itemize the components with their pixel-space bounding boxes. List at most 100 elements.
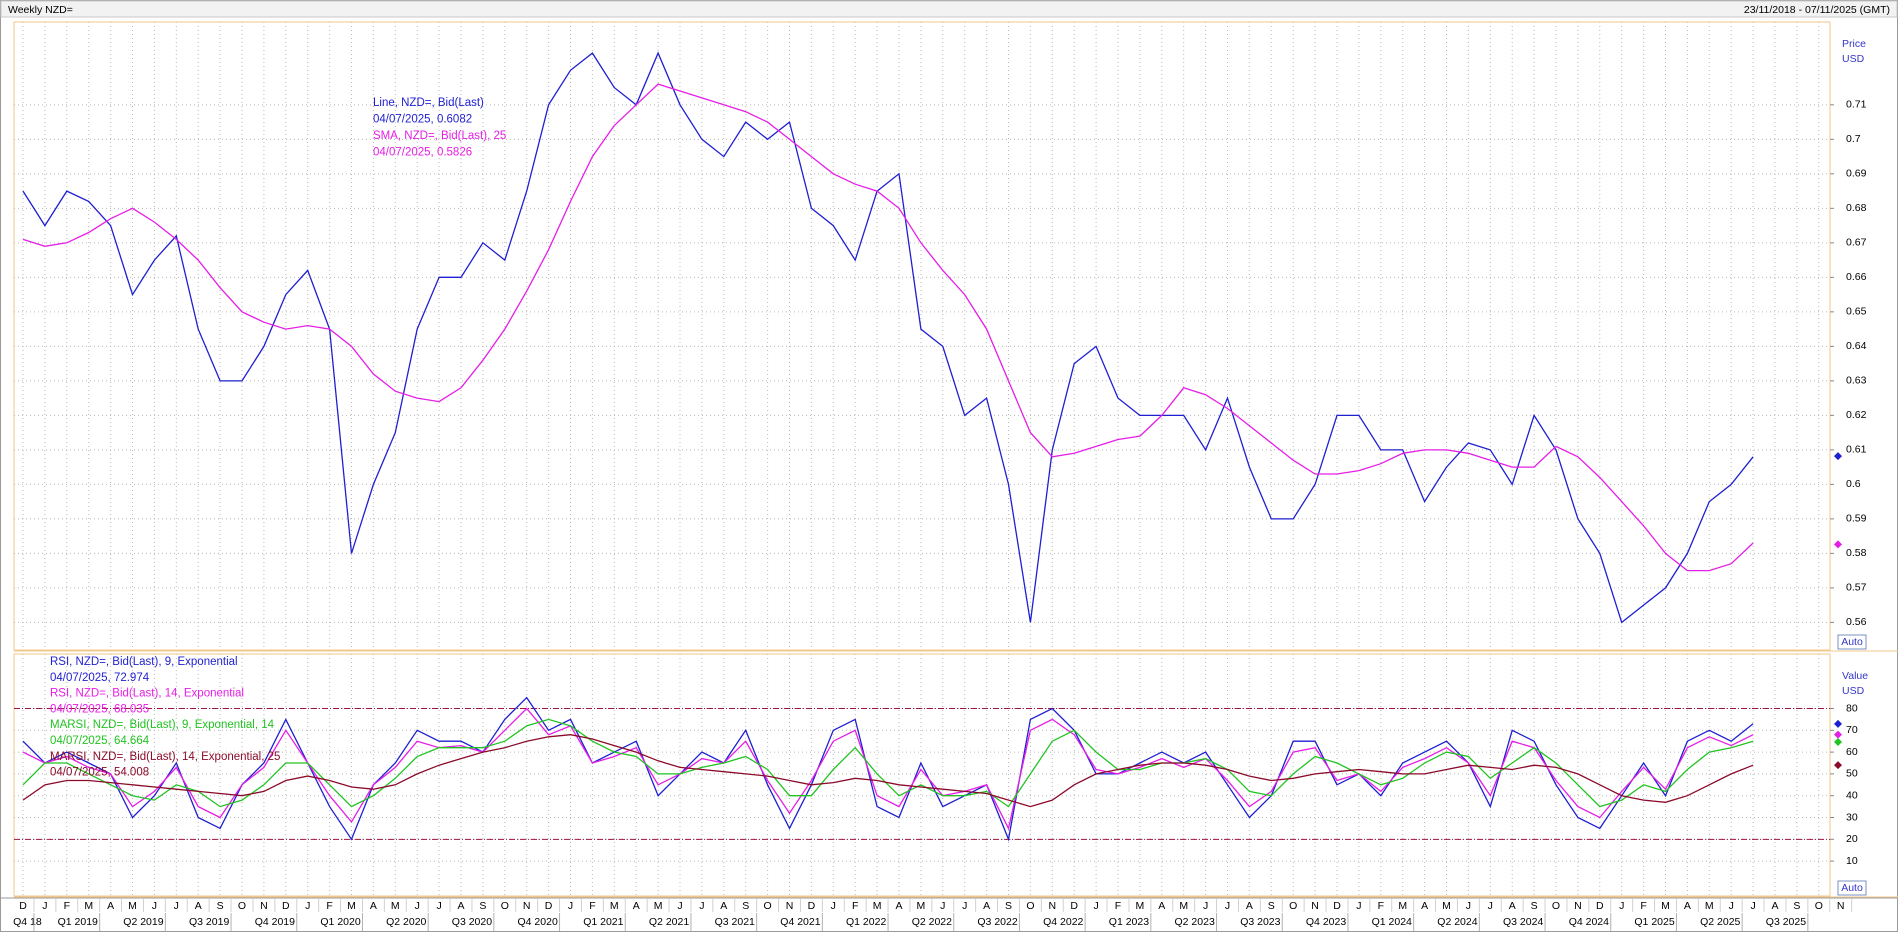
quarter-label: Q1 2025 xyxy=(1634,916,1674,928)
month-label: S xyxy=(217,900,224,912)
month-label: J xyxy=(962,900,967,912)
month-label: M xyxy=(1398,900,1407,912)
quarter-label: Q1 2020 xyxy=(320,916,360,928)
month-label: A xyxy=(457,900,464,912)
axis-unit: USD xyxy=(1842,53,1865,65)
month-label: M xyxy=(1179,900,1188,912)
month-label: S xyxy=(1793,900,1800,912)
month-label: F xyxy=(1640,900,1646,912)
month-label: O xyxy=(238,900,246,912)
y-tick-label: 0.64 xyxy=(1846,340,1867,352)
y-tick-label: 0.66 xyxy=(1846,271,1867,283)
month-label: D xyxy=(1070,900,1078,912)
quarter-label: Q3 2023 xyxy=(1240,916,1280,928)
y-tick-label: 0.65 xyxy=(1846,306,1867,318)
month-label: S xyxy=(1268,900,1275,912)
y-tick-label: 50 xyxy=(1846,768,1858,780)
y-tick-label: 0.7 xyxy=(1846,133,1861,145)
month-label: A xyxy=(370,900,377,912)
quarter-label: Q2 2024 xyxy=(1437,916,1477,928)
month-label: J xyxy=(940,900,945,912)
month-label: J xyxy=(174,900,179,912)
scale-button-label[interactable]: Auto xyxy=(1841,882,1863,894)
month-label: J xyxy=(1203,900,1208,912)
quarter-label: Q1 2022 xyxy=(846,916,886,928)
y-tick-label: 0.67 xyxy=(1846,237,1867,249)
month-label: A xyxy=(895,900,902,912)
month-label: M xyxy=(391,900,400,912)
month-label: A xyxy=(983,900,990,912)
legend-last-value: 04/07/2025, 54.008 xyxy=(50,767,149,779)
month-label: O xyxy=(1289,900,1297,912)
header-bar xyxy=(0,0,1898,18)
quarter-label: Q4 2023 xyxy=(1306,916,1346,928)
header-title: Weekly NZD= xyxy=(8,4,73,16)
legend-last-value: 04/07/2025, 68.035 xyxy=(50,703,149,715)
month-label: F xyxy=(852,900,858,912)
scale-button-label[interactable]: Auto xyxy=(1841,636,1863,648)
header-range: 23/11/2018 - 07/11/2025 (GMT) xyxy=(1744,4,1890,16)
series-line xyxy=(22,718,1754,808)
quarter-label: Q4 2020 xyxy=(518,916,558,928)
last-value-marker xyxy=(1834,452,1842,461)
month-label: N xyxy=(1574,900,1582,912)
quarter-label: Q2 2025 xyxy=(1700,916,1740,928)
month-label: J xyxy=(415,900,420,912)
quarter-label: Q3 2020 xyxy=(452,916,492,928)
y-tick-label: 0.6 xyxy=(1846,478,1861,490)
quarter-label: Q1 2023 xyxy=(1109,916,1149,928)
quarter-label: Q3 2025 xyxy=(1766,916,1806,928)
last-value-marker xyxy=(1834,761,1842,770)
month-label: N xyxy=(1311,900,1319,912)
month-label: F xyxy=(64,900,70,912)
legend-name: RSI, NZD=, Bid(Last), 14, Exponential xyxy=(50,688,244,700)
scale-button[interactable] xyxy=(1837,880,1867,896)
month-label: A xyxy=(720,900,727,912)
y-tick-label: 0.69 xyxy=(1846,168,1867,180)
month-label: J xyxy=(1225,900,1230,912)
month-label: A xyxy=(1509,900,1516,912)
y-tick-label: 70 xyxy=(1846,724,1858,736)
y-tick-label: 10 xyxy=(1846,855,1858,867)
last-value-marker xyxy=(1834,719,1842,728)
quarter-label: Q1 2024 xyxy=(1372,916,1412,928)
last-value-marker xyxy=(1834,737,1842,746)
legend-last-value: 04/07/2025, 72.974 xyxy=(50,672,150,684)
month-label: J xyxy=(1488,900,1493,912)
y-tick-label: 0.59 xyxy=(1846,513,1867,525)
y-tick-label: 0.57 xyxy=(1846,582,1867,594)
month-label: N xyxy=(786,900,794,912)
axis-unit: USD xyxy=(1842,685,1865,697)
month-label: O xyxy=(1026,900,1034,912)
y-tick-label: 0.56 xyxy=(1846,616,1867,628)
month-label: S xyxy=(1005,900,1012,912)
month-label: D xyxy=(1596,900,1604,912)
month-label: M xyxy=(1661,900,1670,912)
quarter-label: Q3 2022 xyxy=(977,916,1017,928)
month-label: D xyxy=(545,900,553,912)
scale-button[interactable] xyxy=(1837,634,1867,650)
month-label: J xyxy=(1093,900,1098,912)
y-tick-label: 60 xyxy=(1846,746,1858,758)
month-label: N xyxy=(523,900,531,912)
quarter-label: Q1 2019 xyxy=(58,916,98,928)
series-line xyxy=(22,83,1754,572)
month-label: S xyxy=(1531,900,1538,912)
quarter-label: Q3 2024 xyxy=(1503,916,1543,928)
quarter-label: Q4 2022 xyxy=(1043,916,1083,928)
month-label: M xyxy=(1442,900,1451,912)
month-label: N xyxy=(260,900,268,912)
month-label: S xyxy=(479,900,486,912)
month-label: M xyxy=(873,900,882,912)
month-label: J xyxy=(1356,900,1361,912)
month-label: A xyxy=(1684,900,1691,912)
quarter-label: Q4 18 xyxy=(13,916,42,928)
month-label: M xyxy=(654,900,663,912)
month-label: J xyxy=(831,900,836,912)
month-label: O xyxy=(1815,900,1823,912)
month-label: M xyxy=(1136,900,1145,912)
month-label: A xyxy=(107,900,114,912)
series-line xyxy=(22,51,1754,624)
month-label: N xyxy=(1837,900,1845,912)
